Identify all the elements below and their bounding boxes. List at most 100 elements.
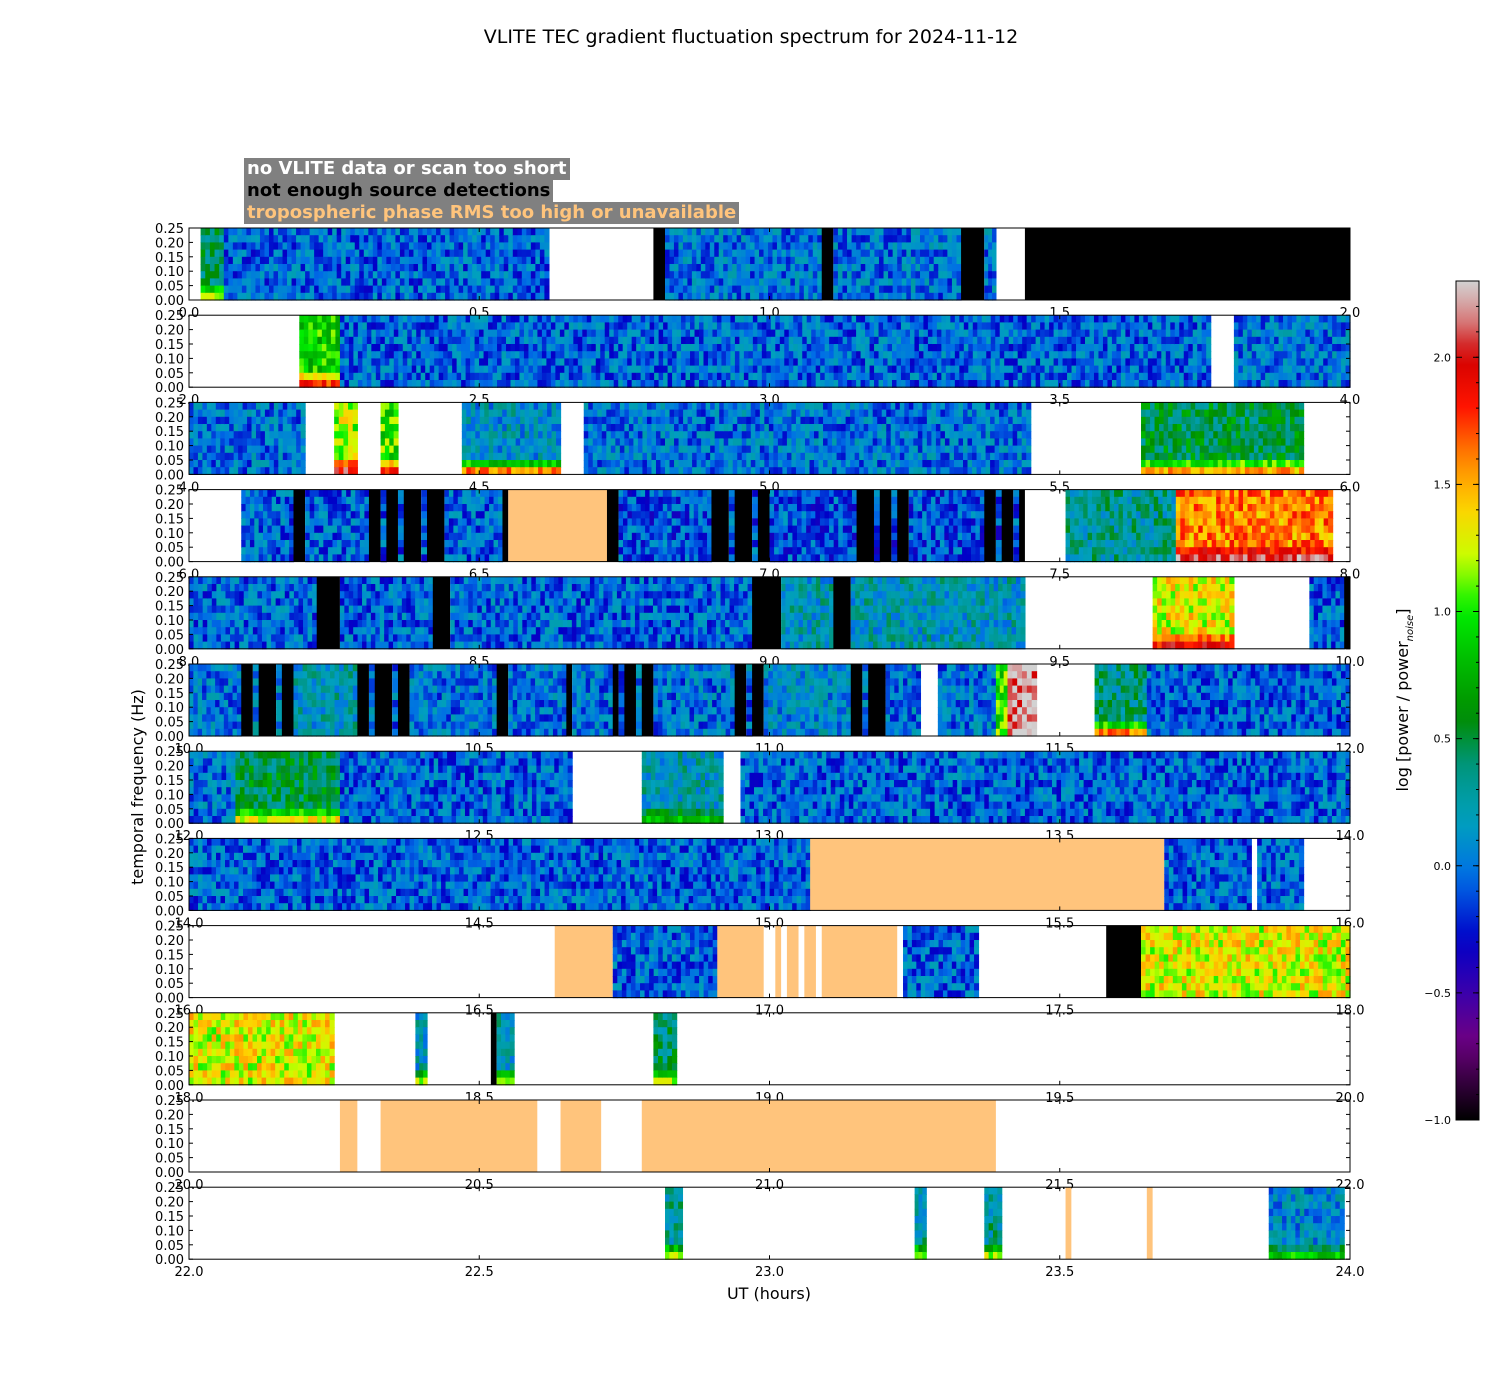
- heat-cell: [592, 431, 598, 439]
- heat-cell: [795, 402, 802, 411]
- heat-cell: [214, 278, 220, 287]
- heat-cell: [390, 256, 396, 265]
- heat-cell: [1206, 322, 1212, 331]
- chart-title: VLITE TEC gradient fluctuation spectrum …: [484, 26, 1018, 48]
- heat-cell: [296, 235, 302, 243]
- heat-cell: [618, 336, 624, 345]
- heat-cell: [746, 416, 752, 425]
- heat-cell: [956, 235, 962, 243]
- heat-cell: [538, 431, 544, 439]
- heat-cell: [189, 431, 195, 439]
- heat-cell: [845, 467, 851, 475]
- heat-cell: [241, 228, 248, 236]
- heat-cell: [829, 372, 835, 381]
- heat-cell: [282, 249, 288, 258]
- heat-cell: [905, 358, 911, 367]
- heat-cell: [550, 329, 556, 338]
- heat-cell: [515, 460, 521, 468]
- heat-cell: [438, 344, 444, 352]
- heat-cell: [727, 249, 733, 258]
- heat-cell: [402, 380, 408, 388]
- heat-cell: [420, 351, 426, 359]
- heat-cell: [555, 336, 561, 345]
- heat-cell: [1174, 344, 1180, 352]
- heat-cell: [377, 271, 383, 279]
- heat-cell: [750, 285, 756, 294]
- heat-cell: [865, 365, 871, 374]
- heat-cell: [929, 285, 935, 294]
- heat-cell: [508, 242, 514, 251]
- heat-cell: [959, 336, 965, 345]
- heat-cell: [393, 424, 399, 432]
- heat-cell: [673, 278, 680, 287]
- segment-data: [583, 402, 1032, 475]
- heat-cell: [1143, 322, 1149, 331]
- heat-cell: [818, 409, 824, 418]
- heat-cell: [371, 365, 377, 374]
- heat-cell: [655, 438, 662, 447]
- heat-cell: [628, 431, 635, 439]
- heat-cell: [264, 409, 270, 418]
- heat-cell: [542, 431, 548, 439]
- heat-cell: [511, 416, 517, 425]
- heat-cell: [665, 235, 671, 243]
- heat-cell: [366, 380, 372, 388]
- heat-cell: [622, 329, 628, 338]
- heat-cell: [777, 424, 783, 432]
- heat-cell: [425, 372, 431, 381]
- heat-cell: [963, 351, 969, 359]
- heat-cell: [999, 315, 1005, 323]
- heat-cell: [490, 242, 496, 251]
- heat-cell: [901, 235, 907, 243]
- heat-cell: [393, 322, 399, 331]
- heat-cell: [1233, 365, 1239, 374]
- heat-cell: [588, 445, 594, 454]
- heat-cell: [968, 322, 974, 331]
- heat-cell: [768, 278, 774, 287]
- heat-cell: [685, 372, 691, 381]
- heat-cell: [772, 271, 778, 279]
- heat-cell: [443, 380, 449, 388]
- heat-cell: [389, 416, 395, 425]
- heat-cell: [856, 242, 862, 251]
- heat-cell: [354, 228, 360, 236]
- heat-cell: [519, 372, 525, 381]
- heat-cell: [551, 402, 557, 411]
- heat-cell: [1013, 351, 1019, 359]
- heat-cell: [1147, 358, 1153, 367]
- heat-cell: [915, 256, 921, 265]
- heat-cell: [933, 278, 939, 287]
- heat-cell: [338, 416, 345, 425]
- heat-cell: [856, 292, 862, 301]
- heat-cell: [282, 264, 288, 272]
- heat-cell: [654, 336, 660, 345]
- heat-cell: [642, 431, 648, 439]
- heat-cell: [721, 358, 727, 367]
- heat-cell: [384, 452, 390, 461]
- heat-cell: [932, 322, 938, 331]
- heat-cell: [896, 329, 902, 338]
- heat-cell: [833, 344, 839, 352]
- heat-cell: [330, 380, 337, 388]
- heat-cell: [278, 256, 284, 265]
- heat-cell: [291, 292, 297, 301]
- heat-cell: [526, 228, 532, 236]
- heat-cell: [447, 344, 453, 352]
- heat-cell: [438, 380, 444, 388]
- heat-cell: [836, 402, 842, 411]
- heat-cell: [494, 264, 500, 272]
- heat-cell: [990, 329, 996, 338]
- heat-cell: [343, 409, 349, 418]
- heat-cell: [520, 460, 526, 468]
- heat-cell: [750, 452, 756, 461]
- heat-cell: [291, 445, 297, 454]
- heat-cell: [479, 424, 485, 432]
- heat-cell: [869, 264, 876, 272]
- heat-cell: [812, 278, 818, 287]
- heat-cell: [1197, 351, 1203, 359]
- heat-cell: [869, 380, 875, 388]
- heat-cell: [624, 460, 630, 468]
- heat-cell: [655, 460, 662, 468]
- heat-cell: [897, 285, 903, 294]
- heat-cell: [445, 278, 451, 287]
